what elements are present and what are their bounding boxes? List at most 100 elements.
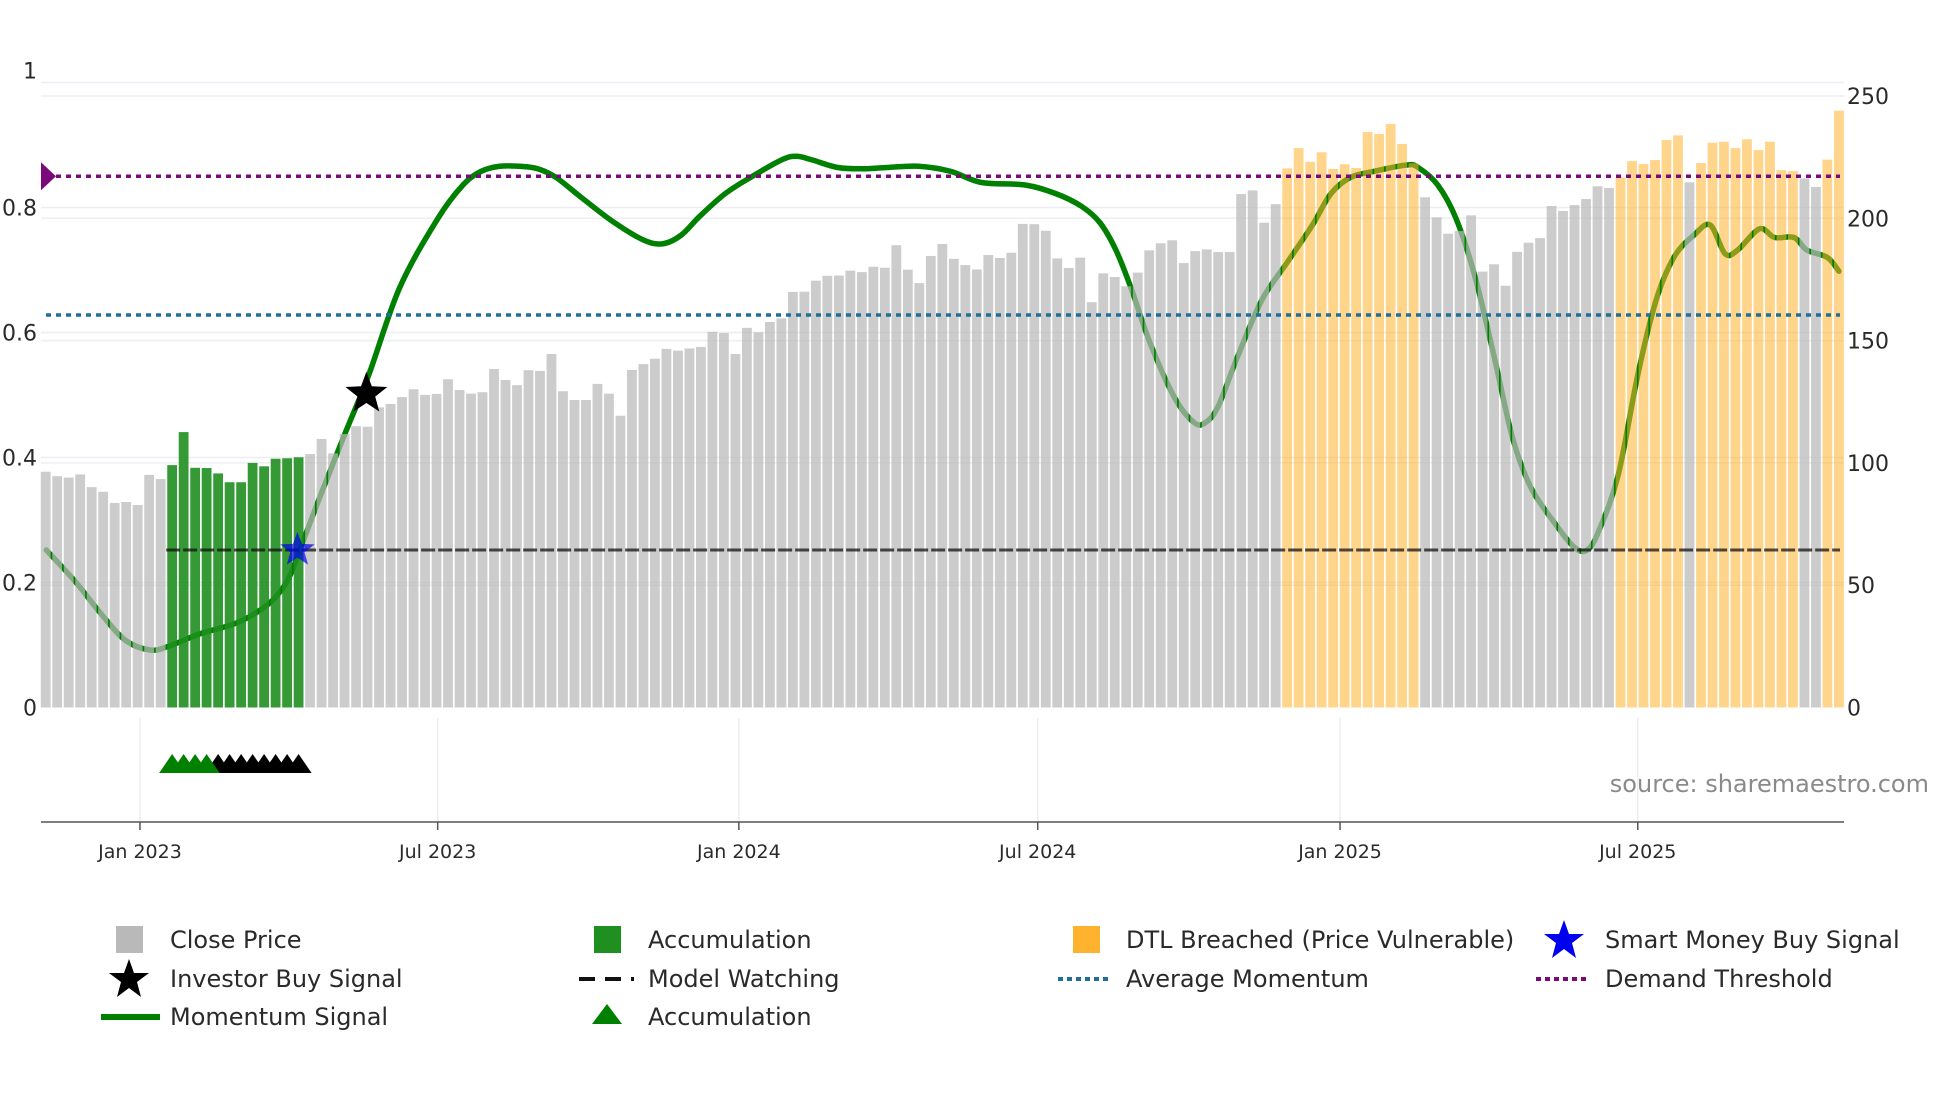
x-tick-label: Jul 2024 (998, 841, 1076, 863)
signal-markers (159, 371, 388, 773)
dtl-breached-bar (1328, 168, 1339, 708)
dtl-breached-bar (1316, 152, 1327, 708)
close-price-bar (741, 327, 752, 708)
legend-label: Close Price (170, 926, 302, 954)
legend-item-smart-money[interactable]: Smart Money Buy Signal (1544, 920, 1900, 958)
close-price-bar (627, 369, 637, 708)
close-price-bar (385, 403, 396, 708)
close-price-bar (1569, 205, 1580, 708)
close-price-bar (1167, 240, 1178, 708)
close-price-bar (431, 393, 442, 708)
close-price-bar (960, 265, 971, 708)
legend-item-demand-threshold[interactable]: Demand Threshold (1536, 965, 1833, 993)
dtl-breached-bar (1408, 163, 1419, 708)
close-price-bar (1454, 231, 1465, 708)
legend-label: Smart Money Buy Signal (1605, 926, 1900, 954)
close-price-bar (63, 477, 74, 708)
close-price-bar (523, 370, 534, 708)
legend-label: Accumulation (648, 926, 812, 954)
legend-item-close-price[interactable]: Close Price (116, 926, 302, 954)
accumulation-bar (190, 467, 201, 708)
close-price-bar (948, 258, 959, 708)
close-price-bar (1270, 204, 1281, 708)
dtl-breached-bar (1397, 143, 1408, 708)
dtl-breached-bar (1788, 171, 1798, 708)
close-price-bar (1121, 286, 1132, 708)
right-axis-tick-label: 150 (1847, 330, 1889, 355)
close-price-bar (845, 270, 856, 708)
dtl-breached-bar (1385, 123, 1396, 708)
accumulation-bar (224, 482, 235, 708)
close-price-bar (305, 454, 315, 708)
x-tick-label: Jan 2025 (1297, 841, 1382, 863)
close-price-bar (787, 291, 798, 708)
close-price-bar (1420, 197, 1430, 708)
close-price-bar (1017, 223, 1028, 708)
close-price-bar (902, 269, 913, 708)
accumulation-bar (236, 482, 247, 708)
x-tick-label: Jan 2023 (97, 841, 182, 863)
close-price-bar (144, 474, 155, 708)
close-price-bar (696, 346, 706, 708)
x-tick-label: Jul 2025 (1598, 841, 1676, 863)
close-price-bar (1155, 243, 1166, 708)
legend-label: DTL Breached (Price Vulnerable) (1126, 926, 1514, 954)
close-price-bar (1029, 224, 1040, 708)
dtl-breached-bar (1650, 160, 1660, 708)
accumulation-bar (167, 465, 178, 708)
close-price-bar (730, 354, 741, 708)
dtl-breached-bar (1305, 161, 1316, 708)
right-axis-tick-label: 250 (1847, 85, 1889, 110)
close-price-bar (1190, 251, 1201, 708)
close-price-bar (408, 389, 419, 708)
close-price-bar (1236, 194, 1247, 708)
close-price-bar (1604, 187, 1614, 708)
dtl-breached-bar (1627, 161, 1637, 708)
close-price-bar (546, 354, 557, 708)
axes: Jan 2023 Jul 2023 Jan 2024 Jul 2024 Jan 2025… (2, 60, 1889, 864)
close-price-bar (638, 364, 649, 708)
close-price-bar (1259, 222, 1270, 708)
dtl-breached-bar (1374, 133, 1385, 708)
legend-item-average-momentum[interactable]: Average Momentum (1058, 965, 1369, 993)
close-price-bar (1489, 264, 1499, 708)
green-triangle-icon (592, 1004, 622, 1024)
close-price-bar (1500, 285, 1511, 708)
close-price-bar (52, 476, 63, 708)
legend-item-model-watching[interactable]: Model Watching (579, 965, 840, 993)
close-price-bar (810, 280, 821, 708)
close-price-bar (615, 415, 626, 708)
legend-item-dtl-breached[interactable]: DTL Breached (Price Vulnerable) (1073, 926, 1514, 954)
legend-item-accumulation-marker[interactable]: Accumulation (592, 1003, 812, 1031)
legend-item-momentum-signal[interactable]: Momentum Signal (101, 1003, 388, 1031)
left-axis-tick-label: 0.4 (2, 447, 37, 472)
dtl-breached-bar (1834, 110, 1844, 708)
accumulation-bar (201, 468, 212, 708)
close-price-bar (1052, 258, 1063, 708)
close-price-bar (98, 491, 109, 708)
close-price-bar (397, 397, 407, 708)
dtl-breached-bar (1707, 142, 1718, 708)
close-price-bar (776, 318, 787, 708)
legend-item-accumulation-bar[interactable]: Accumulation (594, 926, 812, 954)
dtl-breached-bar (1293, 148, 1304, 708)
close-price-bar (1213, 252, 1224, 708)
close-price-bar (1098, 273, 1109, 708)
close-price-bar (1558, 210, 1568, 708)
x-tick-label: Jul 2023 (398, 841, 476, 863)
close-price-bar (500, 379, 511, 708)
close-price-bar (1512, 251, 1522, 708)
close-price-bar (581, 400, 591, 708)
close-price-bar (535, 370, 545, 708)
legend-item-investor-buy[interactable]: Investor Buy Signal (109, 959, 403, 997)
close-price-bar (1581, 198, 1591, 708)
close-price-bar (799, 291, 810, 708)
dtl-breached-bar (1765, 141, 1775, 708)
dtl-breached-bar (1339, 164, 1350, 708)
close-price-bar (1075, 257, 1086, 708)
legend-label: Model Watching (648, 965, 840, 993)
close-price-bar (1811, 186, 1821, 708)
source-label: source: sharemaestro.com (1610, 770, 1929, 798)
left-axis-tick-label: 0.2 (2, 572, 37, 597)
close-price-bar (109, 503, 120, 708)
